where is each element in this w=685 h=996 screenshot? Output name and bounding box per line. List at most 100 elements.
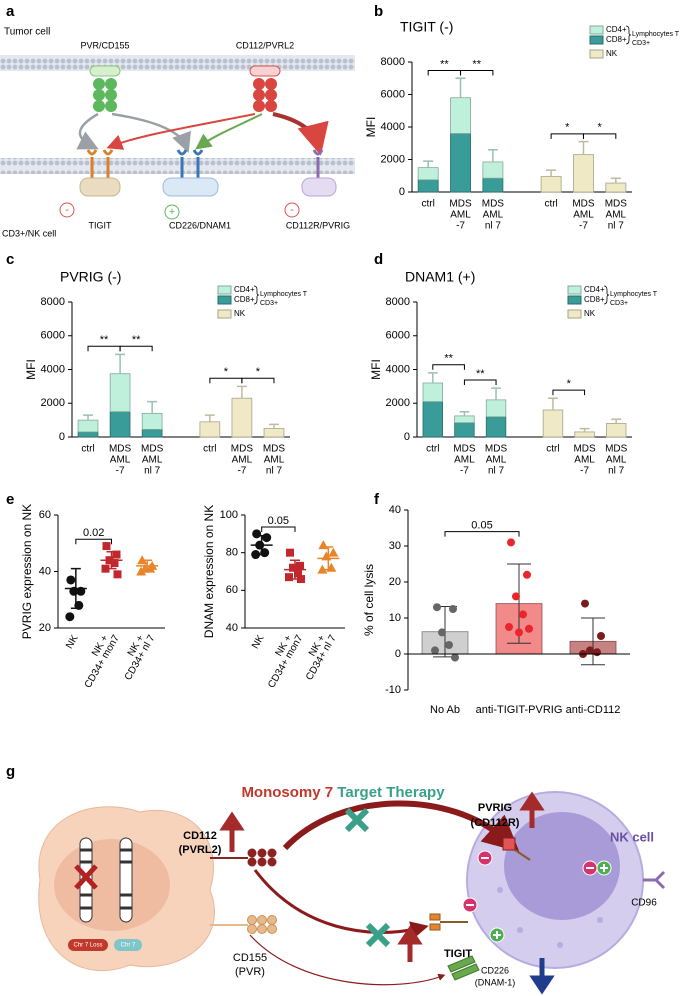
bar-segment <box>454 422 475 438</box>
y-tick-label: 8000 <box>41 296 65 308</box>
error-bar <box>269 423 279 429</box>
chromosome-bands <box>80 848 132 910</box>
x-tick-label: MDS <box>485 444 508 455</box>
error-bar <box>427 372 438 383</box>
bar-segment <box>454 415 475 424</box>
significance-label: * <box>256 366 261 378</box>
x-tick-label: nl 7 <box>608 221 625 232</box>
sign-badge <box>164 204 180 220</box>
bar-segment <box>417 179 439 193</box>
legend-swatch <box>589 49 604 59</box>
chromosome-tag <box>114 939 142 951</box>
cd112-label: CD112 <box>183 830 217 842</box>
chromosome-label: Chr 7 <box>121 943 136 949</box>
cd96-label: CD96 <box>631 898 657 909</box>
panel-label: d <box>374 251 383 268</box>
x-tick-label: MDS <box>453 444 476 455</box>
panel-label: c <box>6 251 14 268</box>
bar-segment <box>141 429 163 438</box>
sign-badge <box>59 202 75 218</box>
membrane <box>0 158 355 174</box>
pvrig-label: (CD112R) <box>471 817 520 829</box>
error-bar <box>106 550 117 570</box>
data-point <box>101 564 110 573</box>
error-bar <box>236 385 247 399</box>
bar-segment <box>542 409 564 438</box>
ligand <box>89 65 121 77</box>
bar-segment <box>422 401 444 438</box>
data-point <box>297 575 305 584</box>
data-point <box>451 653 459 662</box>
panel-a: a Tumor cell PVR/CD155 CD112/PVRL2 - + -… <box>0 3 355 238</box>
arrow <box>111 112 191 154</box>
y-tick-label: 4000 <box>381 121 405 133</box>
error-bar <box>290 559 300 580</box>
y-axis-label: DNAM expression on NK <box>202 505 216 638</box>
x-tick-label: AML <box>486 455 507 466</box>
y-axis-label: % of cell lysis <box>362 564 376 636</box>
y-tick-label: 4000 <box>386 363 410 375</box>
error-bar <box>256 534 267 556</box>
ligand <box>249 65 281 77</box>
x-tick-label: nl 7 <box>266 466 283 477</box>
data-point <box>593 648 601 657</box>
data-point <box>581 599 589 608</box>
membrane <box>0 55 355 71</box>
x-tick-label: AML <box>454 455 475 466</box>
panel-label: b <box>374 3 383 20</box>
bar-segment <box>109 373 131 413</box>
data-point <box>431 646 439 655</box>
x-tick-label: AML <box>483 210 504 221</box>
ligand-label: CD112/PVRL2 <box>236 40 294 50</box>
receptor-body <box>301 177 337 197</box>
y-tick-label: 0 <box>404 431 410 443</box>
y-tick-label: 30 <box>389 540 401 552</box>
x-tick-label: ctrl <box>544 199 557 210</box>
significance-bracket <box>209 377 243 384</box>
error-bar <box>115 353 126 374</box>
arrow <box>253 869 429 939</box>
significance-bracket <box>75 538 112 545</box>
y-tick-label: 20 <box>389 576 401 588</box>
y-tick-label: 0 <box>59 431 65 443</box>
error-bar <box>142 559 153 573</box>
chart-title: DNAM1 (+) <box>405 269 475 285</box>
y-tick-label: 6000 <box>381 88 405 100</box>
data-point <box>318 540 329 550</box>
panel-label: f <box>374 491 380 508</box>
x-tick-label: AML <box>450 210 471 221</box>
y-tick-label: 20 <box>39 622 51 634</box>
x-tick-label: AML <box>574 455 595 466</box>
panel-label: g <box>6 763 15 780</box>
y-tick-label: 40 <box>226 622 238 634</box>
data-point <box>294 569 302 578</box>
legend-swatch <box>217 295 232 305</box>
x-tick-label: MDS <box>141 444 164 455</box>
y-axis-label: MFI <box>364 117 378 138</box>
x-tick-label: MDS <box>605 199 628 210</box>
data-point <box>113 570 122 579</box>
x-tick-label: AML <box>573 210 594 221</box>
error-bar <box>548 397 558 410</box>
receptor-label: CD226/DNAM1 <box>169 220 231 230</box>
significance-bracket <box>432 364 465 370</box>
significance-label: 0.05 <box>268 515 289 527</box>
legend-brace <box>603 285 610 305</box>
x-tick-label: No Ab <box>430 704 460 716</box>
bar-segment <box>422 382 444 402</box>
receptors <box>86 149 324 178</box>
tumor-cell-label: Tumor cell <box>4 27 50 38</box>
y-tick-label: 6000 <box>386 330 410 342</box>
cd226-label: CD226 <box>481 965 509 975</box>
cd96-receptor <box>643 870 666 890</box>
y-tick-label: 2000 <box>386 397 410 409</box>
x-tick-label: ctrl <box>422 199 435 210</box>
data-point <box>519 610 527 619</box>
x-tick-label: MDS <box>109 444 132 455</box>
chromosome-tag <box>68 939 108 951</box>
x-tick-label: -7 <box>116 466 125 477</box>
x-tick-label: ctrl <box>426 444 439 455</box>
significance-bracket <box>460 69 494 76</box>
legend-label: NK <box>234 309 246 318</box>
